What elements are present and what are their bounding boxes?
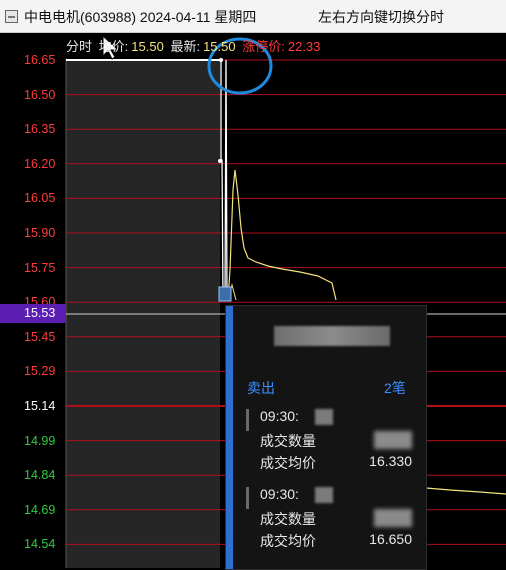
redacted-seconds [315, 487, 333, 503]
avg-price-value: 15.50 [131, 39, 164, 54]
price-point [219, 58, 223, 62]
redacted-quantity [374, 431, 412, 449]
popup-accent-bar [226, 306, 233, 569]
trade-price-value: 16.650 [369, 531, 412, 547]
trade-qty-label: 成交数量 [260, 509, 316, 529]
trade-side-label: 卖出 [247, 378, 275, 398]
mode-label: 分时 [66, 39, 92, 54]
average-line-tail [426, 488, 506, 494]
redacted-quantity [374, 509, 412, 527]
trade-marker [246, 487, 249, 509]
redacted-seconds [315, 409, 333, 425]
limit-up-value: 22.33 [288, 39, 321, 54]
trade-detail-popup[interactable]: 卖出 2笔 09:30: 成交数量 成交均价 16.330 09:30: 成交数… [225, 305, 427, 570]
avg-price-label: 均价: [99, 39, 129, 54]
latest-price-value: 15.50 [203, 39, 236, 54]
price-point [218, 159, 222, 163]
current-price-tag: 15.53 [0, 304, 66, 323]
trade-price-label: 成交均价 [260, 531, 316, 551]
info-bar: 分时 均价: 15.50 最新: 15.50 涨停价: 22.33 [66, 36, 323, 55]
trade-entry[interactable]: 09:30: 成交数量 成交均价 16.330 [246, 406, 416, 472]
latest-price-label: 最新: [170, 39, 200, 54]
price-line [220, 60, 229, 300]
trade-price-value: 16.330 [369, 453, 412, 469]
redacted-stock-name [274, 326, 390, 346]
limit-up-label: 涨停价: [242, 39, 285, 54]
trade-count-label: 2笔 [384, 378, 406, 398]
trade-price-label: 成交均价 [260, 453, 316, 473]
trade-entry[interactable]: 09:30: 成交数量 成交均价 16.650 [246, 484, 416, 550]
average-line [228, 170, 336, 300]
trade-marker-box [219, 287, 231, 301]
trade-qty-label: 成交数量 [260, 431, 316, 451]
current-price-value: 15.53 [24, 306, 55, 320]
trade-time: 09:30: [260, 408, 299, 424]
trade-marker [246, 409, 249, 431]
trade-time: 09:30: [260, 486, 299, 502]
